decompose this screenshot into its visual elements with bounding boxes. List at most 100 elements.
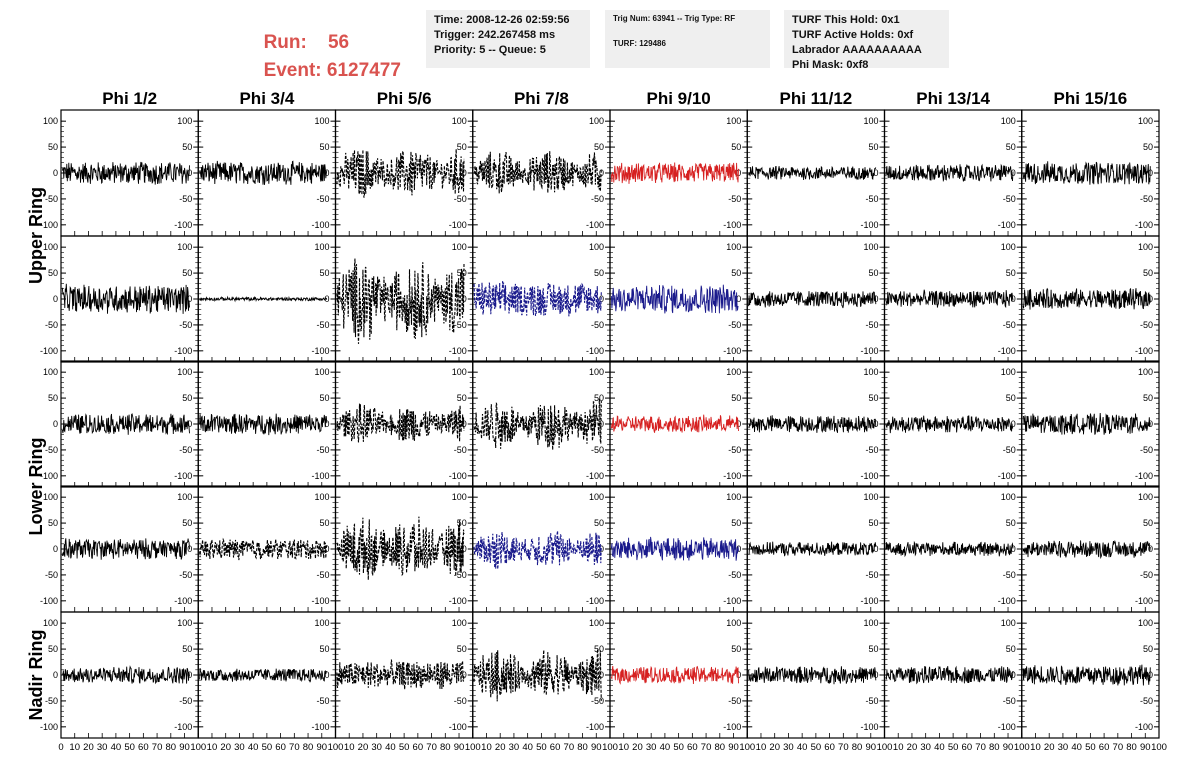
x-tick-label: 10: [481, 742, 492, 753]
x-tick-label: 10: [344, 742, 355, 753]
x-tick-label: 20: [907, 742, 918, 753]
x-tick-label: 60: [138, 742, 149, 753]
y-tick-label: 100: [177, 116, 192, 126]
y-tick-label: 100: [1138, 367, 1153, 377]
waveform-trace: [336, 258, 465, 344]
waveform-trace: [885, 415, 1014, 434]
y-tick-label: -50: [179, 445, 192, 455]
y-tick-label: 50: [319, 268, 329, 278]
y-tick-label: -50: [591, 320, 604, 330]
y-tick-label: -100: [311, 596, 329, 606]
y-tick-label: 0: [53, 294, 58, 304]
x-tick-label: 30: [509, 742, 520, 753]
y-tick-label: -50: [316, 570, 329, 580]
x-tick-label: 30: [646, 742, 657, 753]
y-tick-label: 100: [1001, 492, 1016, 502]
y-tick-label: 50: [48, 268, 58, 278]
x-tick-label: 90: [865, 742, 876, 753]
row-label: Lower Ring: [26, 438, 46, 536]
y-tick-label: -100: [723, 722, 741, 732]
y-tick-label: 0: [324, 544, 329, 554]
y-tick-label: -50: [454, 194, 467, 204]
y-tick-label: 100: [1138, 618, 1153, 628]
x-tick-label: 50: [1085, 742, 1096, 753]
y-tick-label: 100: [43, 242, 58, 252]
x-tick-label: 50: [811, 742, 822, 753]
x-tick-label: 10: [69, 742, 80, 753]
waveform-trace: [473, 530, 602, 570]
y-tick-label: 100: [43, 116, 58, 126]
y-tick-label: 50: [731, 393, 741, 403]
y-tick-label: 100: [43, 367, 58, 377]
y-tick-label: 0: [873, 670, 878, 680]
y-tick-label: 50: [457, 518, 467, 528]
x-tick-label: 100: [328, 742, 344, 753]
y-tick-label: 50: [868, 142, 878, 152]
y-tick-label: 50: [457, 142, 467, 152]
y-tick-label: -100: [586, 596, 604, 606]
x-tick-label: 90: [1140, 742, 1151, 753]
x-tick-label: 10: [893, 742, 904, 753]
y-tick-label: -100: [586, 346, 604, 356]
y-tick-label: 50: [319, 393, 329, 403]
x-tick-label: 100: [739, 742, 755, 753]
x-tick-label: 90: [1003, 742, 1014, 753]
y-tick-label: 50: [868, 518, 878, 528]
y-tick-label: 100: [589, 242, 604, 252]
y-tick-label: 50: [48, 142, 58, 152]
y-tick-label: 50: [1143, 268, 1153, 278]
x-tick-label: 50: [124, 742, 135, 753]
turf-active-text: TURF Active Holds: 0xf: [792, 29, 914, 41]
column-title: Phi 7/8: [514, 89, 569, 108]
y-tick-label: 50: [594, 268, 604, 278]
y-tick-label: -100: [311, 220, 329, 230]
y-tick-label: 50: [1143, 142, 1153, 152]
waveform-trace: [1022, 664, 1151, 686]
waveform-trace: [610, 665, 739, 685]
y-tick-label: -50: [45, 445, 58, 455]
y-tick-label: -50: [1003, 696, 1016, 706]
y-tick-label: 100: [177, 242, 192, 252]
y-tick-label: 50: [1006, 142, 1016, 152]
column-title: Phi 3/4: [239, 89, 294, 108]
y-tick-label: -50: [1003, 194, 1016, 204]
waveform-trace: [199, 160, 328, 185]
y-tick-label: 100: [863, 492, 878, 502]
y-tick-label: -50: [865, 445, 878, 455]
y-tick-label: -50: [454, 696, 467, 706]
x-tick-label: 20: [495, 742, 506, 753]
y-tick-label: 50: [594, 518, 604, 528]
y-tick-label: 100: [726, 618, 741, 628]
y-tick-label: 100: [1001, 242, 1016, 252]
y-tick-label: -100: [860, 346, 878, 356]
waveform-trace: [336, 516, 465, 580]
y-tick-label: -100: [1135, 596, 1153, 606]
y-tick-label: -50: [45, 320, 58, 330]
y-tick-label: 0: [324, 168, 329, 178]
x-tick-label: 80: [715, 742, 726, 753]
time-info-box: Time: 2008-12-26 02:59:56 Trigger: 242.2…: [426, 10, 590, 68]
x-tick-label: 30: [783, 742, 794, 753]
x-tick-label: 90: [591, 742, 602, 753]
waveform-trace: [748, 291, 877, 309]
x-tick-label: 20: [83, 742, 94, 753]
y-tick-label: 100: [1138, 492, 1153, 502]
y-tick-label: 50: [48, 518, 58, 528]
y-tick-label: 50: [319, 644, 329, 654]
y-tick-label: -50: [179, 570, 192, 580]
x-tick-label: 40: [248, 742, 259, 753]
y-tick-label: -50: [179, 320, 192, 330]
y-tick-label: 100: [177, 367, 192, 377]
y-tick-label: -100: [723, 471, 741, 481]
turf-text: TURF: 129486: [613, 39, 666, 48]
y-tick-label: 100: [1001, 367, 1016, 377]
waveform-trace: [748, 541, 877, 557]
y-tick-label: 50: [457, 393, 467, 403]
y-tick-label: -50: [728, 445, 741, 455]
x-tick-label: 70: [975, 742, 986, 753]
x-tick-label: 40: [660, 742, 671, 753]
waveform-trace: [1022, 539, 1151, 560]
y-tick-label: 100: [863, 367, 878, 377]
x-tick-label: 70: [838, 742, 849, 753]
column-title: Phi 1/2: [102, 89, 157, 108]
